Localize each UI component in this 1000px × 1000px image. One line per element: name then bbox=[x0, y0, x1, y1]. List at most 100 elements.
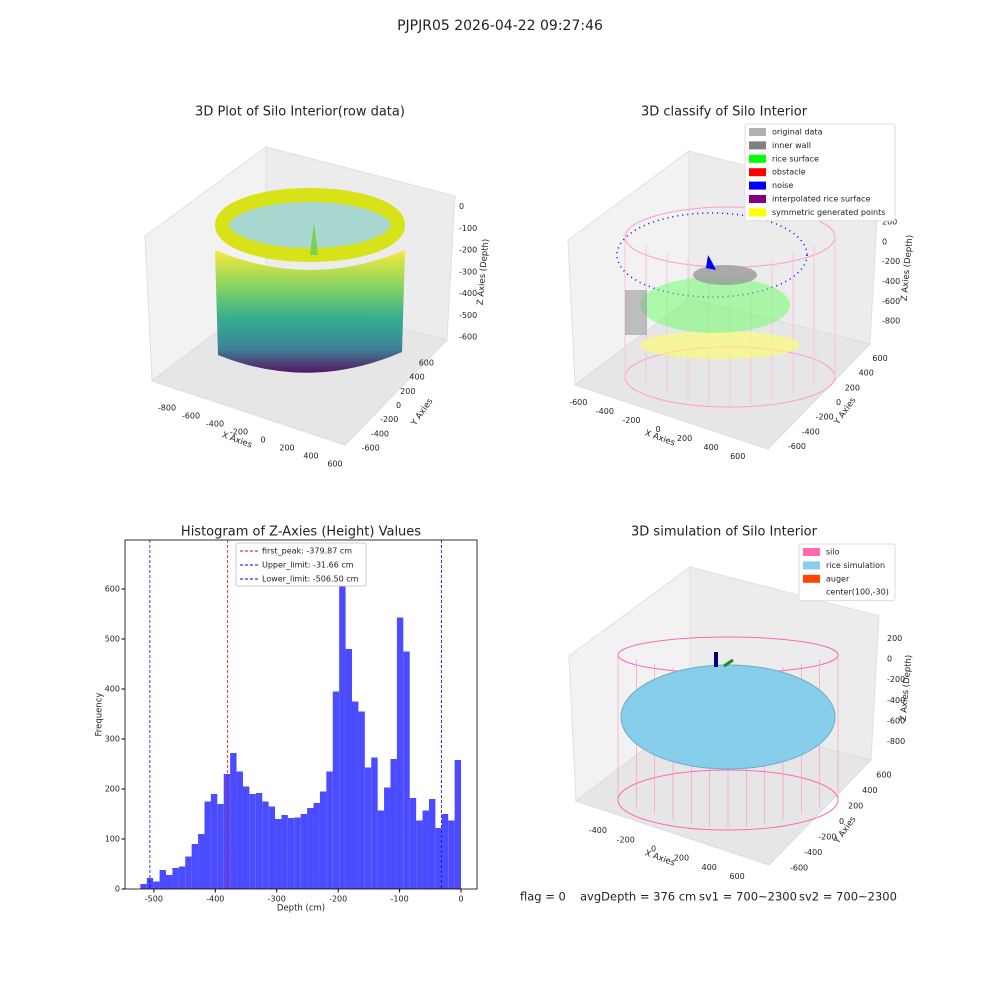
bar bbox=[172, 868, 179, 889]
y-tick-label: -400 bbox=[371, 429, 389, 438]
z-tick-label: 200 bbox=[882, 217, 897, 226]
chart-title: 3D simulation of Silo Interior bbox=[631, 525, 818, 540]
y-tick-label: 100 bbox=[105, 835, 120, 844]
y-tick-label: 600 bbox=[876, 770, 891, 779]
legend-label: obstacle bbox=[772, 168, 806, 177]
x-tick-label: 400 bbox=[702, 863, 717, 872]
point-cloud bbox=[640, 331, 800, 359]
bar bbox=[281, 815, 288, 889]
chart-title: Histogram of Z-Axies (Height) Values bbox=[181, 525, 421, 540]
legend-label: symmetric generated points bbox=[772, 208, 885, 217]
bar bbox=[454, 760, 462, 889]
bar bbox=[416, 820, 423, 889]
z-tick-label: 0 bbox=[882, 237, 887, 246]
y-tick-label: 0 bbox=[396, 401, 401, 410]
footer-text: flag = 0 bbox=[520, 890, 566, 904]
z-tick-label: 0 bbox=[887, 655, 892, 664]
z-tick-label: -400 bbox=[459, 289, 477, 298]
bar bbox=[409, 798, 417, 889]
legend-box bbox=[798, 543, 896, 602]
z-tick-label: -400 bbox=[882, 277, 900, 286]
y-tick-label: -200 bbox=[816, 413, 834, 422]
y-tick-label: 0 bbox=[839, 817, 844, 826]
bar bbox=[422, 810, 429, 889]
bar bbox=[294, 817, 301, 889]
bar bbox=[435, 828, 442, 889]
bar bbox=[339, 559, 346, 889]
x-tick-label: 200 bbox=[674, 854, 689, 863]
bar bbox=[146, 878, 154, 889]
y-tick-label: 400 bbox=[105, 685, 120, 694]
bar bbox=[178, 866, 186, 889]
point-cloud bbox=[625, 290, 647, 335]
y-tick-label: 400 bbox=[862, 786, 877, 795]
legend-swatch bbox=[749, 168, 766, 177]
z-tick-label: -600 bbox=[887, 717, 905, 726]
y-tick-label: -600 bbox=[362, 443, 380, 452]
x-tick-label: -400 bbox=[206, 895, 224, 904]
z-tick-label: -600 bbox=[459, 333, 477, 342]
z-tick-label: -200 bbox=[887, 675, 905, 684]
bar bbox=[185, 856, 192, 889]
bar bbox=[313, 803, 320, 889]
point-cloud bbox=[706, 255, 716, 270]
x-tick-label: -500 bbox=[145, 895, 163, 904]
x-tick-label: 600 bbox=[730, 452, 745, 461]
bar bbox=[223, 774, 231, 889]
y-tick-label: -600 bbox=[788, 442, 806, 451]
point-cloud bbox=[310, 222, 318, 255]
bar bbox=[255, 793, 263, 889]
z-tick-label: -300 bbox=[459, 267, 477, 276]
z-axis-label: Z Axies (Depth) bbox=[476, 238, 492, 305]
x-tick-label: 600 bbox=[327, 460, 342, 469]
y-tick-label: -400 bbox=[802, 427, 820, 436]
y-tick-label: 600 bbox=[872, 354, 887, 363]
bar bbox=[159, 870, 167, 889]
z-tick-label: -600 bbox=[882, 297, 900, 306]
y-tick-label: -400 bbox=[804, 848, 822, 857]
x-tick-label: -600 bbox=[569, 398, 587, 407]
marker bbox=[723, 658, 734, 668]
footer-text: sv2 = 700~2300 bbox=[799, 890, 897, 904]
x-axis-label: X Axies bbox=[643, 848, 676, 868]
bar bbox=[371, 757, 378, 889]
z-tick-label: -100 bbox=[459, 224, 477, 233]
bar bbox=[275, 819, 282, 889]
bar bbox=[307, 808, 314, 889]
footer-text: sv1 = 700~2300 bbox=[699, 890, 797, 904]
chart-title: 3D classify of Silo Interior bbox=[641, 105, 808, 120]
bar bbox=[287, 818, 295, 889]
suptitle: PJPJR05 2026-04-22 09:27:46 bbox=[397, 18, 603, 34]
x-tick-label: 400 bbox=[303, 452, 318, 461]
x-tick-label: -200 bbox=[329, 895, 347, 904]
y-tick-label: 0 bbox=[836, 398, 841, 407]
y-tick-label: -600 bbox=[790, 864, 808, 873]
legend-swatch bbox=[803, 548, 820, 556]
y-tick-label: 400 bbox=[409, 373, 424, 382]
y-tick-label: 200 bbox=[845, 383, 860, 392]
x-tick-label: 200 bbox=[279, 444, 294, 453]
y-tick-label: 400 bbox=[859, 369, 874, 378]
legend-label: auger bbox=[826, 574, 850, 583]
bar bbox=[384, 787, 391, 889]
y-tick-label: 200 bbox=[105, 785, 120, 794]
bar bbox=[332, 691, 340, 889]
bar bbox=[428, 799, 436, 889]
z-tick-label: -500 bbox=[459, 311, 477, 320]
point-cloud bbox=[215, 250, 405, 373]
bar bbox=[217, 804, 224, 889]
bar bbox=[262, 801, 269, 889]
x-tick-label: 0 bbox=[260, 436, 265, 445]
x-tick-label: -400 bbox=[596, 407, 614, 416]
z-tick-label: 200 bbox=[887, 634, 902, 643]
auger bbox=[714, 652, 718, 667]
y-tick-label: 200 bbox=[848, 801, 863, 810]
x-tick-label: -400 bbox=[206, 420, 224, 429]
y-tick-label: 300 bbox=[105, 735, 120, 744]
bar bbox=[140, 884, 147, 889]
x-tick-label: 600 bbox=[729, 872, 744, 881]
bar bbox=[198, 834, 205, 889]
x-tick-label: -400 bbox=[589, 826, 607, 835]
bar bbox=[210, 794, 218, 889]
